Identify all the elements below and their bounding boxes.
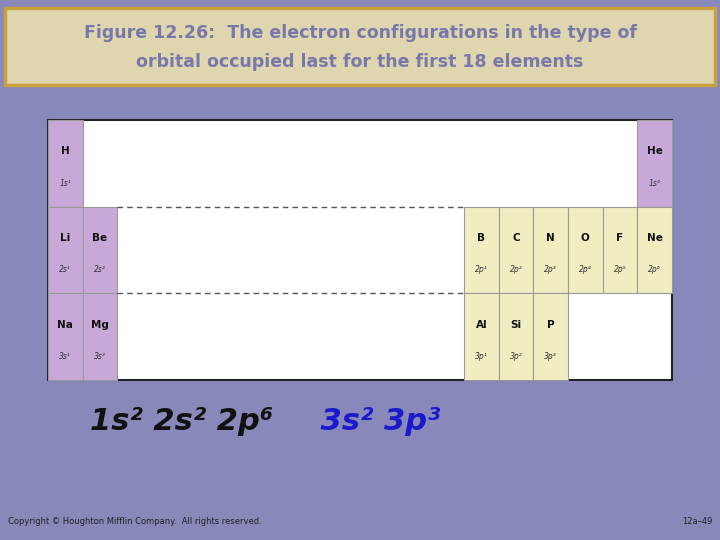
Bar xyxy=(83,207,117,293)
Text: orbital occupied last for the first 18 elements: orbital occupied last for the first 18 e… xyxy=(136,53,584,71)
Text: 2s¹: 2s¹ xyxy=(59,266,71,274)
Text: 3s² 3p³: 3s² 3p³ xyxy=(310,408,441,436)
Bar xyxy=(464,293,499,380)
Text: 3s²: 3s² xyxy=(94,352,106,361)
Bar xyxy=(534,293,568,380)
Text: O: O xyxy=(581,233,590,243)
Text: Al: Al xyxy=(475,320,487,329)
Text: Li: Li xyxy=(60,233,71,243)
Text: 2p¹: 2p¹ xyxy=(475,266,487,274)
Text: Na: Na xyxy=(58,320,73,329)
Bar xyxy=(499,293,534,380)
Text: 1s²: 1s² xyxy=(649,179,661,188)
Text: P: P xyxy=(547,320,554,329)
Text: 3p²: 3p² xyxy=(510,352,523,361)
Text: 3p¹: 3p¹ xyxy=(475,352,487,361)
Text: 2p²: 2p² xyxy=(510,266,523,274)
Text: 2s²: 2s² xyxy=(94,266,106,274)
Text: Figure 12.26:  The electron configurations in the type of: Figure 12.26: The electron configuration… xyxy=(84,24,636,42)
Text: N: N xyxy=(546,233,555,243)
Text: 3s¹: 3s¹ xyxy=(59,352,71,361)
Text: 3p³: 3p³ xyxy=(544,352,557,361)
Bar xyxy=(603,207,637,293)
Bar xyxy=(637,207,672,293)
Text: Si: Si xyxy=(510,320,521,329)
Text: Be: Be xyxy=(92,233,107,243)
Text: F: F xyxy=(616,233,624,243)
Bar xyxy=(637,120,672,207)
Text: 2p⁶: 2p⁶ xyxy=(648,266,661,274)
Text: 12a–49: 12a–49 xyxy=(682,517,712,526)
Text: Mg: Mg xyxy=(91,320,109,329)
Text: 2p⁴: 2p⁴ xyxy=(579,266,592,274)
Text: 2p⁵: 2p⁵ xyxy=(613,266,626,274)
Bar xyxy=(568,207,603,293)
Text: H: H xyxy=(61,146,70,156)
Text: He: He xyxy=(647,146,662,156)
Text: 1s² 2s² 2p⁶: 1s² 2s² 2p⁶ xyxy=(90,408,274,436)
Text: Ne: Ne xyxy=(647,233,662,243)
Bar xyxy=(48,293,83,380)
Text: B: B xyxy=(477,233,485,243)
Bar xyxy=(48,207,83,293)
Bar xyxy=(499,207,534,293)
Bar xyxy=(534,207,568,293)
Bar xyxy=(48,120,83,207)
Text: C: C xyxy=(512,233,520,243)
Bar xyxy=(48,120,672,380)
Bar xyxy=(464,207,499,293)
Text: 1s¹: 1s¹ xyxy=(59,179,71,188)
Bar xyxy=(5,8,715,85)
Text: Copyright © Houghton Mifflin Company.  All rights reserved.: Copyright © Houghton Mifflin Company. Al… xyxy=(8,517,262,526)
Bar xyxy=(83,293,117,380)
Text: 2p³: 2p³ xyxy=(544,266,557,274)
